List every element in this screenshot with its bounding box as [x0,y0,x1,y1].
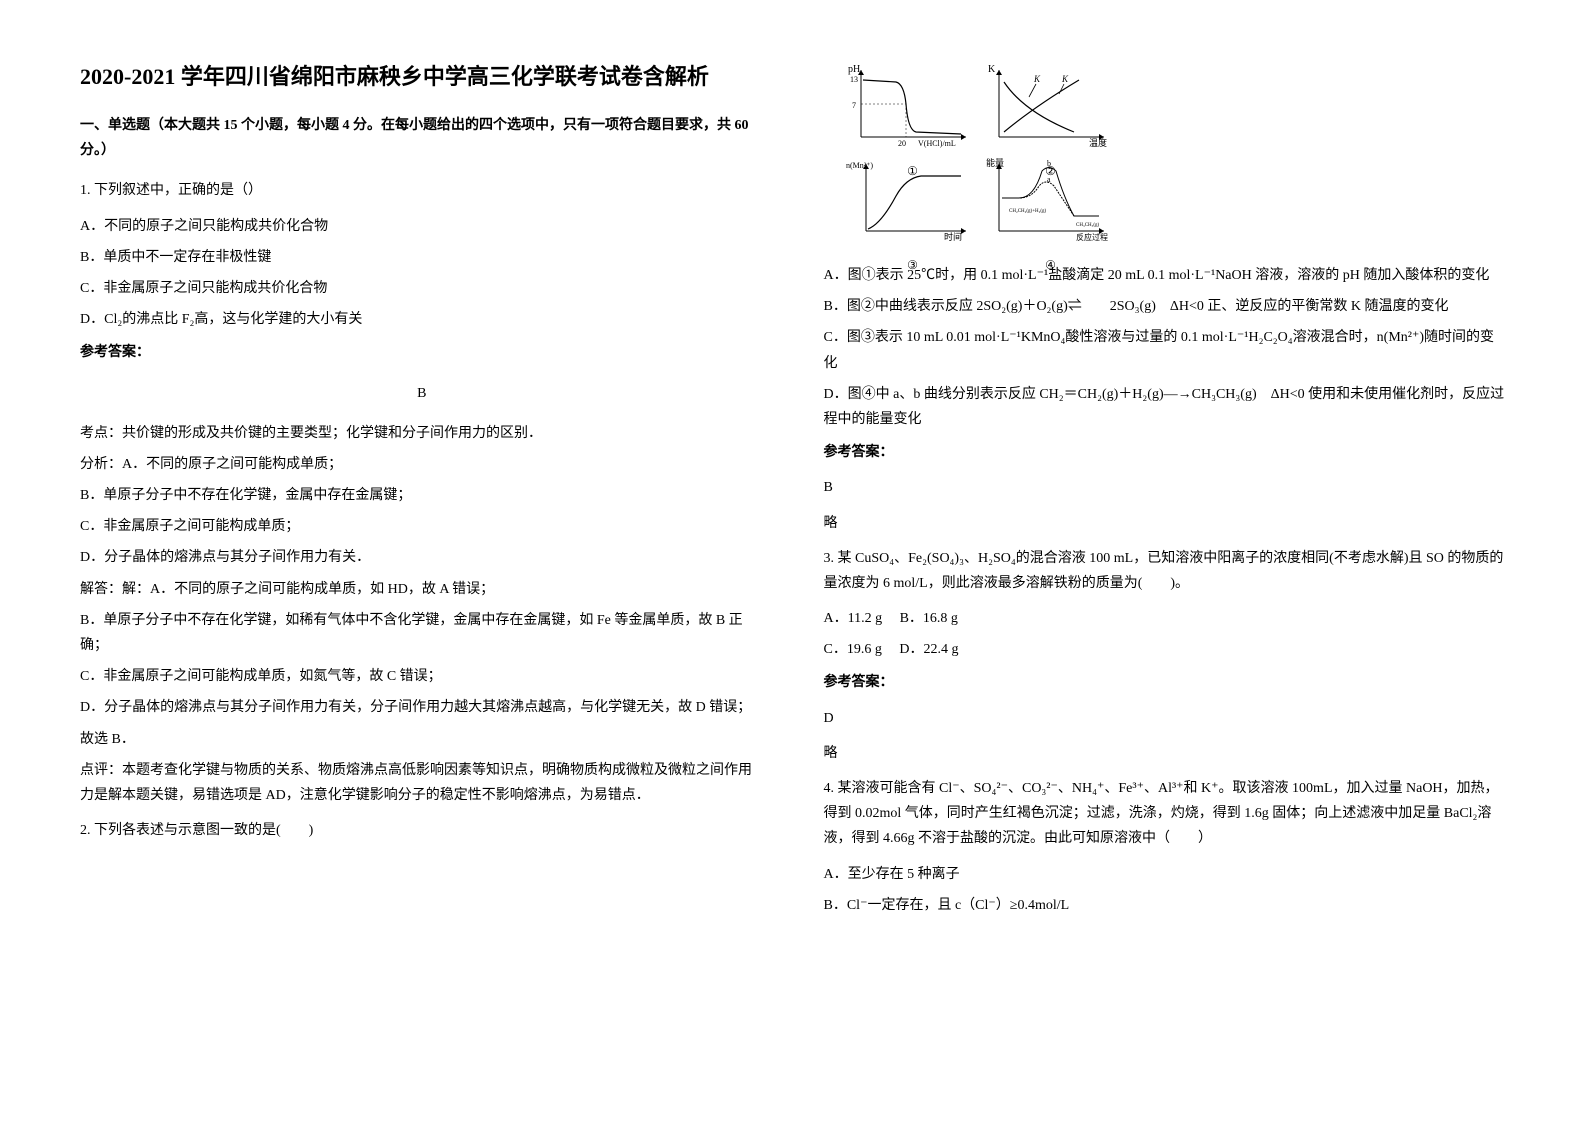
q4-option-b: B．Cl⁻一定存在，且 c（Cl⁻）≥0.4mol/L [824,893,1508,918]
q1-explain-2: 分析：A．不同的原子之间可能构成单质； [80,452,764,477]
svg-text:pH: pH [848,64,860,75]
svg-text:V(HCl)/mL: V(HCl)/mL [918,139,956,148]
diagram-4-label: ④ [984,255,1118,277]
q3-option-a: A．11.2 g [824,611,883,626]
q4-option-a: A．至少存在 5 种离子 [824,862,1508,887]
q1-option-a: A．不同的原子之间只能构成共价化合物 [80,214,764,239]
q1-explain-7: B．单原子分子中不存在化学键，如稀有气体中不含化学键，金属中存在金属键，如 Fe… [80,608,764,658]
q1-explain-9: D．分子晶体的熔沸点与其分子间作用力有关，分子间作用力越大其熔沸点越高，与化学键… [80,695,764,720]
q3-note: 略 [824,741,1508,766]
diagram-1: pH 13 7 20 V(HCl)/mL ① [846,62,980,152]
q1-explain-1: 考点：共价键的形成及共价键的主要类型；化学键和分子间作用力的区别． [80,421,764,446]
q3-stem: 3. 某 CuSO₄、Fe₂(SO₄)₃、H₂SO₄的混合溶液 100 mL，已… [824,546,1508,596]
q1-explain-4: C．非金属原子之间可能构成单质； [80,514,764,539]
q2-answer-label: 参考答案： [824,440,1508,465]
q2-stem: 2. 下列各表述与示意图一致的是( ) [80,818,764,843]
svg-text:13: 13 [850,75,858,84]
q1-answer-label: 参考答案： [80,340,764,365]
q1-option-d: D．Cl₂的沸点比 F₂高，这与化学建的大小有关 [80,307,764,332]
q2-option-c: C．图③表示 10 mL 0.01 mol·L⁻¹KMnO₄酸性溶液与过量的 0… [824,325,1508,375]
svg-text:温度: 温度 [1089,137,1107,148]
svg-text:20: 20 [898,139,906,148]
q1-stem: 1. 下列叙述中，正确的是（） [80,178,764,203]
q3-options-cd: C．19.6 g D．22.4 g [824,637,1508,662]
q2-note: 略 [824,511,1508,536]
q3-option-c: C．19.6 g [824,642,882,657]
svg-text:n(Mn²⁺): n(Mn²⁺) [846,161,873,170]
q1-explain-3: B．单原子分子中不存在化学键，金属中存在金属键； [80,483,764,508]
svg-text:CH₂CH₂(g)+H₂(g): CH₂CH₂(g)+H₂(g) [1009,209,1047,214]
q2-diagrams: pH 13 7 20 V(HCl)/mL ① K 温度 K [844,60,1124,248]
q1-explain-10: 故选 B． [80,727,764,752]
q3-option-b: B．16.8 g [900,611,958,626]
right-column: pH 13 7 20 V(HCl)/mL ① K 温度 K [794,60,1538,1062]
q1-explain-6: 解答：解：A．不同的原子之间可能构成单质，如 HD，故 A 错误； [80,577,764,602]
q2-answer: B [824,475,1508,500]
q2-option-b: B．图②中曲线表示反应 2SO₂(g)＋O₂(g)⇌ 2SO₃(g) ΔH<0 … [824,294,1508,319]
diagram-2: K 温度 K K ② [984,62,1118,152]
q4-stem: 4. 某溶液可能含有 Cl⁻、SO₄²⁻、CO₃²⁻、NH₄⁺、Fe³⁺、Al³… [824,776,1508,852]
svg-text:K: K [988,64,996,75]
q3-answer-label: 参考答案： [824,670,1508,695]
q1-explain-8: C．非金属原子之间可能构成单质，如氮气等，故 C 错误； [80,664,764,689]
svg-text:CH₃CH₃(g): CH₃CH₃(g) [1076,223,1100,228]
q1-explain-11: 点评：本题考查化学键与物质的关系、物质熔沸点高低影响因素等知识点，明确物质构成微… [80,758,764,808]
q3-options-ab: A．11.2 g B．16.8 g [824,606,1508,631]
svg-text:时间: 时间 [944,231,962,242]
svg-text:K: K [1061,74,1069,84]
q1-answer: B [80,381,764,406]
exam-title: 2020-2021 学年四川省绵阳市麻秧乡中学高三化学联考试卷含解析 [80,60,764,93]
svg-text:7: 7 [852,101,856,110]
svg-text:反应过程: 反应过程 [1076,232,1108,242]
svg-text:能量: 能量 [986,157,1004,168]
diagram-3-label: ③ [846,255,980,277]
q3-option-d: D．22.4 g [899,642,958,657]
diagram-4: 能量 反应过程 b a CH₂CH₂(g)+H₂(g) CH₃CH₃(g) ④ [984,156,1118,246]
svg-text:K: K [1033,74,1041,84]
section-header: 一、单选题（本大题共 15 个小题，每小题 4 分。在每小题给出的四个选项中，只… [80,113,764,163]
svg-text:b: b [1047,159,1051,168]
svg-text:a: a [1047,175,1051,184]
q2-option-d: D．图④中 a、b 曲线分别表示反应 CH₂＝CH₂(g)＋H₂(g)―→CH₃… [824,382,1508,432]
q1-explain-5: D．分子晶体的熔沸点与其分子间作用力有关． [80,545,764,570]
diagram-3: n(Mn²⁺) 时间 ③ [846,156,980,246]
left-column: 2020-2021 学年四川省绵阳市麻秧乡中学高三化学联考试卷含解析 一、单选题… [50,60,794,1062]
q1-option-b: B．单质中不一定存在非极性键 [80,245,764,270]
q3-answer: D [824,706,1508,731]
q1-option-c: C．非金属原子之间只能构成共价化合物 [80,276,764,301]
